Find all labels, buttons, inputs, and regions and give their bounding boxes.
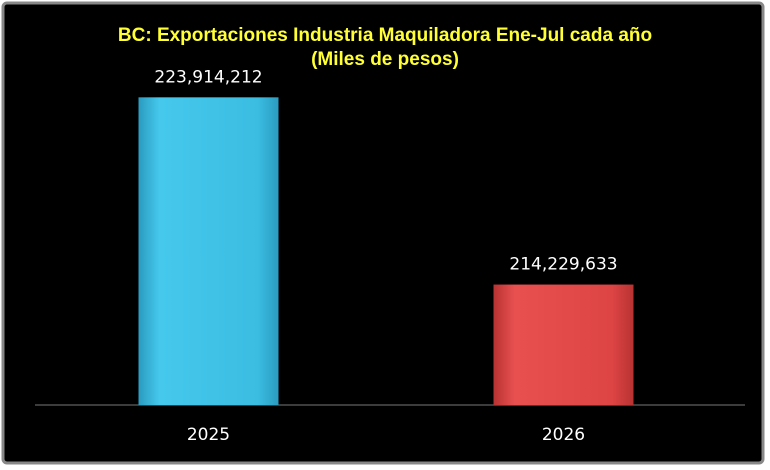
value-label: 214,229,633 — [509, 255, 617, 275]
chart-subtitle: (Miles de pesos) — [311, 49, 459, 70]
value-label: 223,914,212 — [154, 67, 262, 87]
bar — [138, 97, 279, 406]
chart-background — [1, 1, 765, 465]
x-tick-label: 2026 — [542, 425, 585, 445]
chart-title: BC: Exportaciones Industria Maquiladora … — [118, 25, 652, 46]
x-tick-label: 2025 — [187, 425, 230, 445]
bar — [493, 284, 634, 405]
